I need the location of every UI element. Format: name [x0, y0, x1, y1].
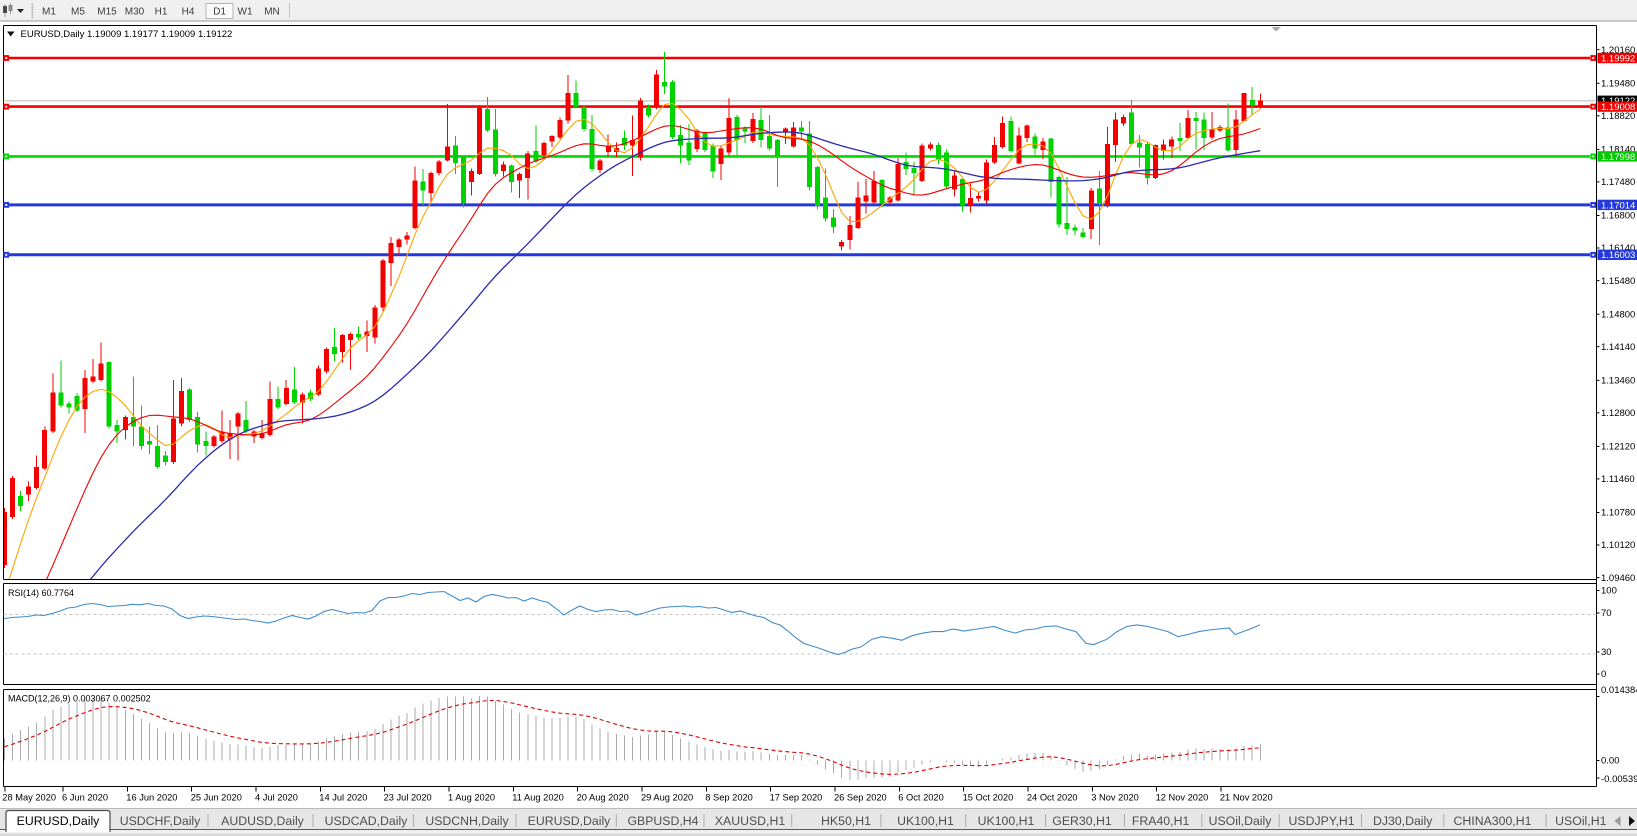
svg-text:20 Aug 2020: 20 Aug 2020 [577, 793, 629, 803]
svg-text:28 May 2020: 28 May 2020 [2, 793, 56, 803]
svg-text:1.19992: 1.19992 [1601, 53, 1635, 64]
svg-text:0: 0 [1601, 669, 1606, 680]
svg-text:GBPUSD,H4: GBPUSD,H4 [627, 814, 698, 828]
svg-text:25 Jun 2020: 25 Jun 2020 [191, 793, 242, 803]
svg-text:3 Nov 2020: 3 Nov 2020 [1091, 793, 1139, 803]
svg-text:1.17014: 1.17014 [1601, 200, 1635, 211]
svg-text:M15: M15 [97, 6, 117, 17]
svg-text:4 Jul 2020: 4 Jul 2020 [255, 793, 298, 803]
svg-text:1.20160: 1.20160 [1601, 45, 1635, 56]
svg-text:1.17480: 1.17480 [1601, 177, 1635, 188]
svg-text:11 Aug 2020: 11 Aug 2020 [512, 793, 564, 803]
svg-text:XAUUSD,H1: XAUUSD,H1 [715, 814, 786, 828]
svg-text:24 Oct 2020: 24 Oct 2020 [1027, 793, 1078, 803]
svg-text:FRA40,H1: FRA40,H1 [1132, 814, 1190, 828]
svg-text:8 Sep 2020: 8 Sep 2020 [705, 793, 753, 803]
svg-text:1.12800: 1.12800 [1601, 408, 1635, 419]
svg-text:23 Jul 2020: 23 Jul 2020 [384, 793, 432, 803]
svg-text:1.16140: 1.16140 [1601, 243, 1635, 254]
svg-text:W1: W1 [238, 6, 253, 17]
svg-text:GER30,H1: GER30,H1 [1052, 814, 1112, 828]
svg-text:1.14140: 1.14140 [1601, 342, 1635, 353]
svg-text:1 Aug 2020: 1 Aug 2020 [448, 793, 495, 803]
svg-text:M1: M1 [42, 6, 56, 17]
svg-text:USDCHF,Daily: USDCHF,Daily [120, 814, 201, 828]
svg-text:1.18820: 1.18820 [1601, 111, 1635, 122]
svg-text:RSI(14) 60.7764: RSI(14) 60.7764 [8, 588, 74, 598]
svg-text:1.09460: 1.09460 [1601, 573, 1635, 584]
svg-text:1.12120: 1.12120 [1601, 442, 1635, 453]
svg-text:1.16800: 1.16800 [1601, 211, 1635, 222]
svg-text:1.14800: 1.14800 [1601, 309, 1635, 320]
svg-text:H4: H4 [182, 6, 195, 17]
svg-text:AUDUSD,Daily: AUDUSD,Daily [221, 814, 305, 828]
svg-text:M5: M5 [71, 6, 85, 17]
svg-text:0.00: 0.00 [1601, 756, 1620, 767]
svg-text:UK100,H1: UK100,H1 [897, 814, 954, 828]
svg-text:USDCAD,Daily: USDCAD,Daily [325, 814, 409, 828]
svg-text:CHINA300,H1: CHINA300,H1 [1454, 814, 1532, 828]
svg-text:6 Oct 2020: 6 Oct 2020 [898, 793, 943, 803]
svg-text:EURUSD,Daily: EURUSD,Daily [17, 814, 101, 828]
svg-text:1.13460: 1.13460 [1601, 376, 1635, 387]
svg-text:1.17998: 1.17998 [1601, 152, 1635, 163]
svg-text:15 Oct 2020: 15 Oct 2020 [963, 793, 1014, 803]
svg-text:30: 30 [1601, 647, 1612, 658]
svg-text:USDJPY,H1: USDJPY,H1 [1289, 814, 1355, 828]
svg-text:H1: H1 [155, 6, 168, 17]
svg-text:USOil,Daily: USOil,Daily [1209, 814, 1273, 828]
svg-text:12 Nov 2020: 12 Nov 2020 [1156, 793, 1209, 803]
svg-text:-0.00539: -0.00539 [1601, 774, 1637, 785]
svg-text:1.10780: 1.10780 [1601, 508, 1635, 519]
svg-text:1.19480: 1.19480 [1601, 79, 1635, 90]
svg-text:1.10120: 1.10120 [1601, 540, 1635, 551]
svg-text:1.11460: 1.11460 [1601, 474, 1635, 485]
svg-text:USOil,H1: USOil,H1 [1555, 814, 1606, 828]
svg-text:1.19008: 1.19008 [1601, 102, 1635, 113]
svg-text:EURUSD,Daily: EURUSD,Daily [528, 814, 612, 828]
svg-text:MN: MN [264, 6, 280, 17]
svg-text:MACD(12,26,9) 0.003067 0.00250: MACD(12,26,9) 0.003067 0.002502 [8, 694, 151, 704]
svg-text:29 Aug 2020: 29 Aug 2020 [641, 793, 693, 803]
svg-text:1.16003: 1.16003 [1601, 250, 1635, 261]
svg-text:6 Jun 2020: 6 Jun 2020 [62, 793, 108, 803]
svg-text:DJ30,Daily: DJ30,Daily [1373, 814, 1433, 828]
svg-text:UK100,H1: UK100,H1 [978, 814, 1035, 828]
svg-text:HK50,H1: HK50,H1 [821, 814, 871, 828]
svg-text:0.014384: 0.014384 [1601, 685, 1637, 696]
svg-text:100: 100 [1601, 586, 1617, 597]
svg-text:17 Sep 2020: 17 Sep 2020 [770, 793, 823, 803]
svg-text:1.18140: 1.18140 [1601, 145, 1635, 156]
svg-text:21 Nov 2020: 21 Nov 2020 [1220, 793, 1273, 803]
svg-text:M30: M30 [125, 6, 145, 17]
svg-text:D1: D1 [213, 6, 226, 17]
svg-text:70: 70 [1601, 608, 1612, 619]
svg-text:26 Sep 2020: 26 Sep 2020 [834, 793, 887, 803]
svg-text:1.15480: 1.15480 [1601, 276, 1635, 287]
svg-text:EURUSD,Daily 1.19009 1.19177: EURUSD,Daily 1.19009 1.19177 1.19009 1.1… [21, 29, 233, 40]
svg-text:16 Jun 2020: 16 Jun 2020 [126, 793, 177, 803]
svg-text:14 Jul 2020: 14 Jul 2020 [319, 793, 367, 803]
svg-text:USDCNH,Daily: USDCNH,Daily [425, 814, 509, 828]
